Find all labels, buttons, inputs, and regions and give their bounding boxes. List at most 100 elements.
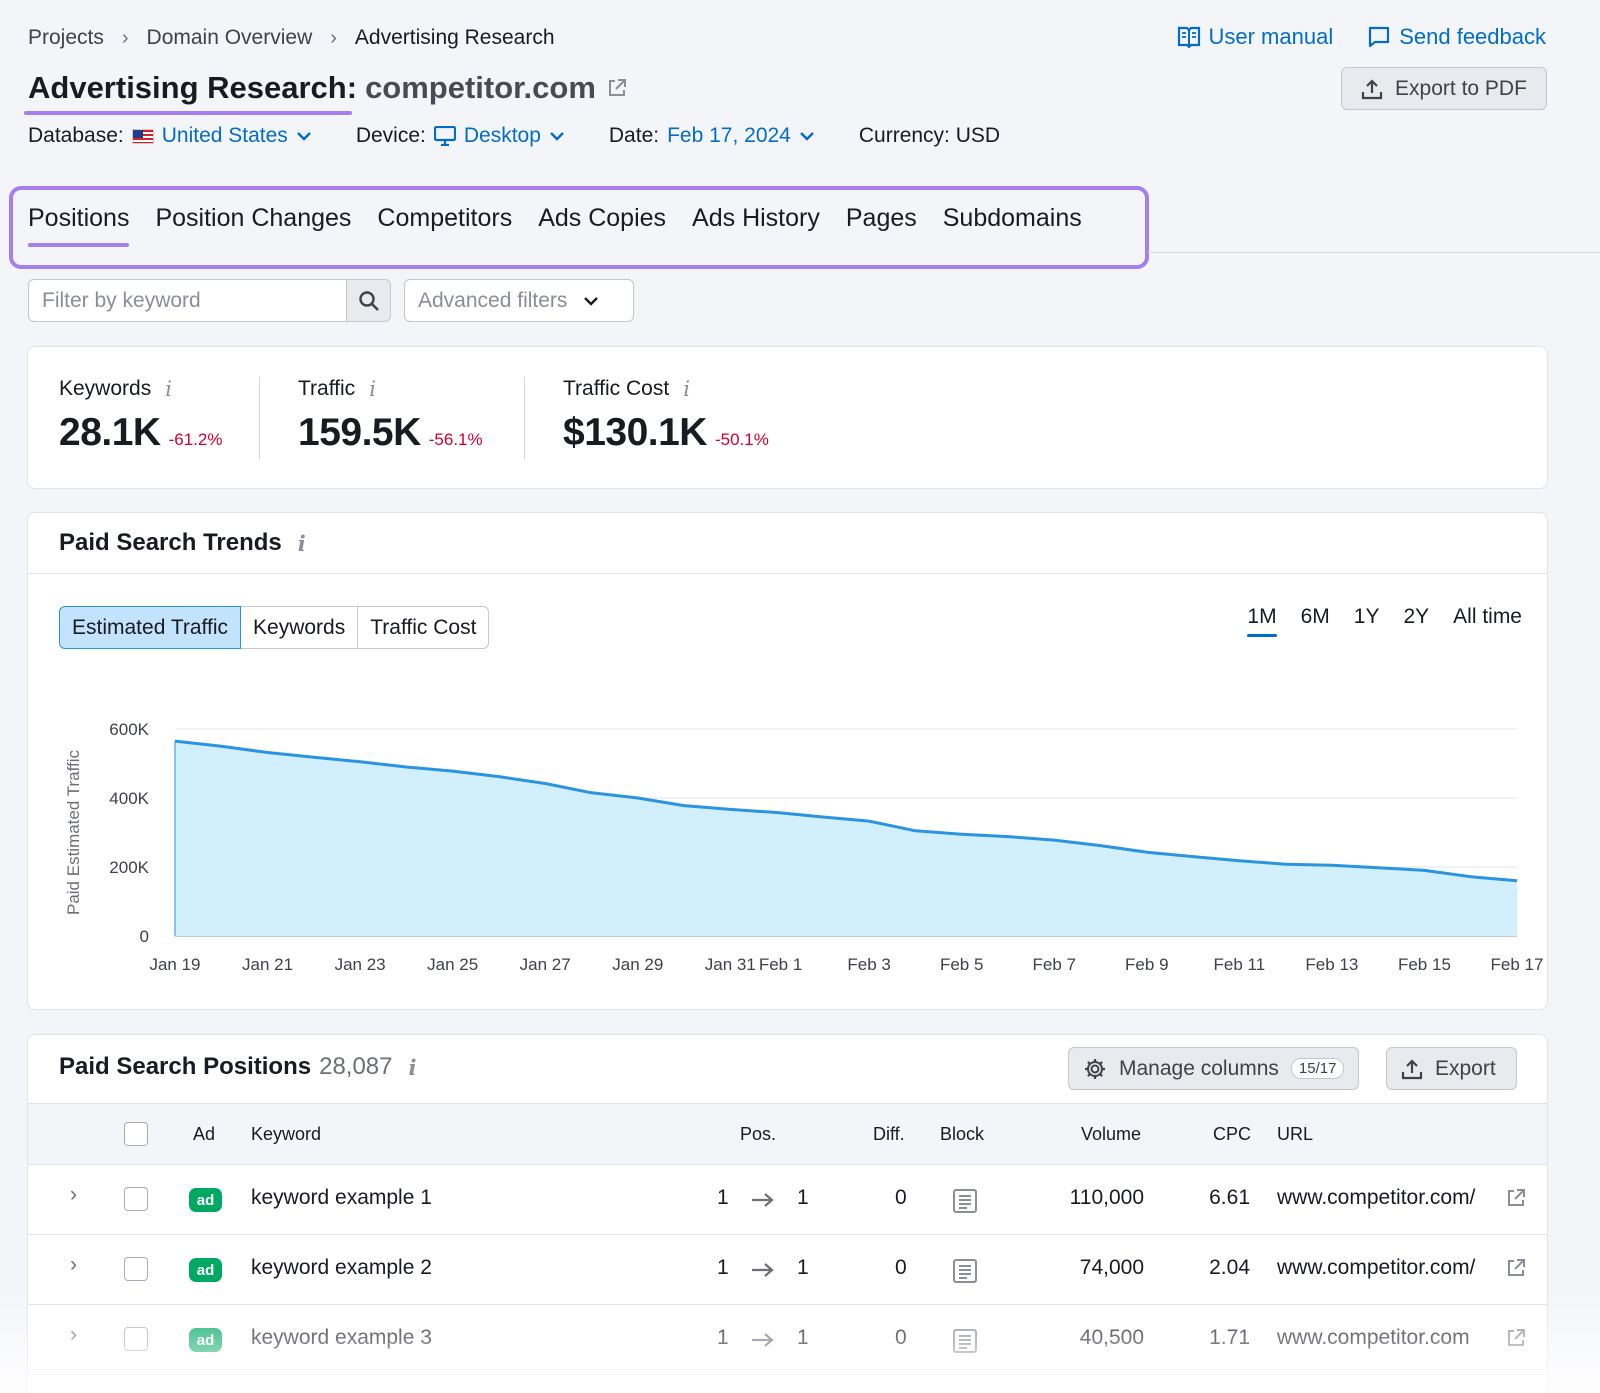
external-link-icon[interactable]: [1505, 1187, 1527, 1209]
url-link[interactable]: www.competitor.com: [1277, 1326, 1470, 1349]
info-icon[interactable]: i: [683, 377, 690, 401]
col-block[interactable]: Block: [940, 1124, 985, 1144]
col-url[interactable]: URL: [1277, 1124, 1314, 1144]
search-button[interactable]: [346, 279, 391, 322]
x-tick-label: Jan 23: [335, 955, 386, 974]
search-icon: [358, 290, 379, 311]
x-tick-label: Jan 29: [612, 955, 663, 974]
info-icon[interactable]: i: [165, 377, 172, 401]
table-row[interactable]: › ad keyword example 2 1 1 0 74,000 2.04 www.com…: [28, 1235, 1547, 1305]
tab-position-changes[interactable]: Position Changes: [155, 204, 352, 232]
range-all-time[interactable]: All time: [1453, 605, 1522, 628]
pos-to: 1: [797, 1326, 809, 1349]
page-title: Advertising Research: competitor.com: [28, 70, 628, 106]
arrow-right-icon: [752, 1333, 774, 1347]
arrow-right-icon: [752, 1193, 774, 1207]
block-icon[interactable]: [952, 1328, 978, 1354]
keyword-filter-input[interactable]: Filter by keyword: [28, 279, 348, 322]
export-button[interactable]: Export: [1386, 1047, 1517, 1090]
col-ad[interactable]: Ad: [193, 1124, 216, 1144]
volume-value: 40,500: [1079, 1326, 1144, 1349]
block-icon[interactable]: [952, 1188, 978, 1214]
tab-competitors[interactable]: Competitors: [377, 204, 513, 232]
url-link[interactable]: www.competitor.com/: [1277, 1256, 1476, 1279]
pos-from: 1: [717, 1186, 729, 1209]
range-6m[interactable]: 6M: [1300, 605, 1330, 628]
range-2y[interactable]: 2Y: [1403, 605, 1430, 628]
range-1m[interactable]: 1M: [1247, 605, 1277, 637]
row-checkbox[interactable]: [124, 1257, 148, 1281]
breadcrumb-domain-overview[interactable]: Domain Overview: [146, 26, 313, 49]
gear-icon: [1085, 1058, 1105, 1079]
info-icon[interactable]: i: [297, 530, 306, 556]
date-value: Feb 17, 2024: [667, 124, 791, 147]
col-diff[interactable]: Diff.: [873, 1124, 905, 1144]
url-link[interactable]: www.competitor.com/: [1277, 1186, 1476, 1209]
info-icon[interactable]: i: [408, 1054, 417, 1080]
metric-label: Traffic: [298, 377, 356, 400]
send-feedback-link[interactable]: Send feedback: [1367, 24, 1546, 50]
col-cpc[interactable]: CPC: [1213, 1124, 1252, 1144]
external-link-icon[interactable]: [606, 77, 628, 99]
breadcrumb-projects[interactable]: Projects: [28, 26, 104, 49]
segment-traffic-cost[interactable]: Traffic Cost: [357, 606, 490, 649]
export-pdf-button[interactable]: Export to PDF: [1341, 67, 1547, 110]
row-checkbox[interactable]: [124, 1327, 148, 1351]
x-tick-label: Feb 15: [1398, 955, 1451, 974]
info-icon[interactable]: i: [369, 377, 376, 401]
external-link-icon[interactable]: [1505, 1257, 1527, 1279]
table-row[interactable]: › ad keyword example 3 1 1 0 40,500 1.71 www.com…: [28, 1305, 1547, 1375]
expand-chevron-icon[interactable]: ›: [70, 1183, 77, 1206]
block-icon[interactable]: [952, 1258, 978, 1284]
x-tick-label: Jan 25: [427, 955, 478, 974]
user-manual-link[interactable]: User manual: [1177, 24, 1333, 50]
tab-ads-copies[interactable]: Ads Copies: [538, 204, 667, 232]
trends-title: Paid Search Trends i: [59, 529, 306, 557]
range-1y[interactable]: 1Y: [1353, 605, 1380, 628]
positions-title: Paid Search Positions 28,087 i: [59, 1053, 416, 1081]
x-tick-label: Feb 13: [1305, 955, 1358, 974]
database-selector[interactable]: United States: [131, 124, 312, 148]
table-row[interactable]: › ad keyword example 1 1 1 0 110,000 6.61 www.co…: [28, 1165, 1547, 1235]
metric-value: 28.1K: [59, 411, 161, 454]
expand-chevron-icon[interactable]: ›: [70, 1253, 77, 1276]
segment-estimated-traffic[interactable]: Estimated Traffic: [59, 606, 242, 649]
send-feedback-label: Send feedback: [1399, 24, 1546, 49]
segment-keywords[interactable]: Keywords: [240, 606, 359, 649]
divider: [524, 377, 525, 459]
external-link-icon[interactable]: [1505, 1327, 1527, 1349]
tab-subdomains[interactable]: Subdomains: [942, 204, 1082, 232]
report-tabs: Positions Position Changes Competitors A…: [28, 204, 1082, 247]
pos-to: 1: [797, 1256, 809, 1279]
date-selector[interactable]: Feb 17, 2024: [667, 124, 815, 148]
col-keyword[interactable]: Keyword: [251, 1124, 322, 1144]
keyword-link[interactable]: keyword example 1: [251, 1186, 432, 1209]
select-all-checkbox[interactable]: [124, 1122, 148, 1146]
upload-icon: [1361, 78, 1383, 99]
divider: [259, 377, 260, 459]
keyword-link[interactable]: keyword example 3: [251, 1326, 432, 1349]
device-value: Desktop: [463, 124, 541, 147]
col-volume[interactable]: Volume: [1081, 1124, 1142, 1144]
col-pos[interactable]: Pos.: [740, 1124, 777, 1144]
manage-columns-button[interactable]: Manage columns 15/17: [1068, 1047, 1360, 1090]
cpc-value: 2.04: [1209, 1256, 1250, 1279]
row-checkbox[interactable]: [124, 1187, 148, 1211]
date-label: Date:: [608, 124, 660, 147]
advanced-filters-label: Advanced filters: [418, 288, 568, 312]
range-selector: 1M 6M 1Y 2Y All time: [1247, 605, 1522, 637]
pos-to: 1: [797, 1186, 809, 1209]
tab-ads-history[interactable]: Ads History: [692, 204, 820, 232]
keyword-link[interactable]: keyword example 2: [251, 1256, 432, 1279]
metric-traffic: Traffic i 159.5K -56.1%: [298, 377, 483, 455]
x-tick-label: Feb 1: [759, 955, 802, 974]
metric-segmented-control: Estimated Traffic Keywords Traffic Cost: [59, 606, 490, 649]
trends-title-text: Paid Search Trends: [59, 529, 282, 556]
advanced-filters-dropdown[interactable]: Advanced filters: [404, 279, 634, 322]
metric-change: -61.2%: [168, 430, 223, 449]
tab-positions[interactable]: Positions: [28, 204, 130, 247]
device-selector[interactable]: Desktop: [433, 124, 565, 148]
tab-pages[interactable]: Pages: [845, 204, 917, 232]
database-label: Database:: [28, 124, 124, 147]
expand-chevron-icon[interactable]: ›: [70, 1323, 77, 1346]
